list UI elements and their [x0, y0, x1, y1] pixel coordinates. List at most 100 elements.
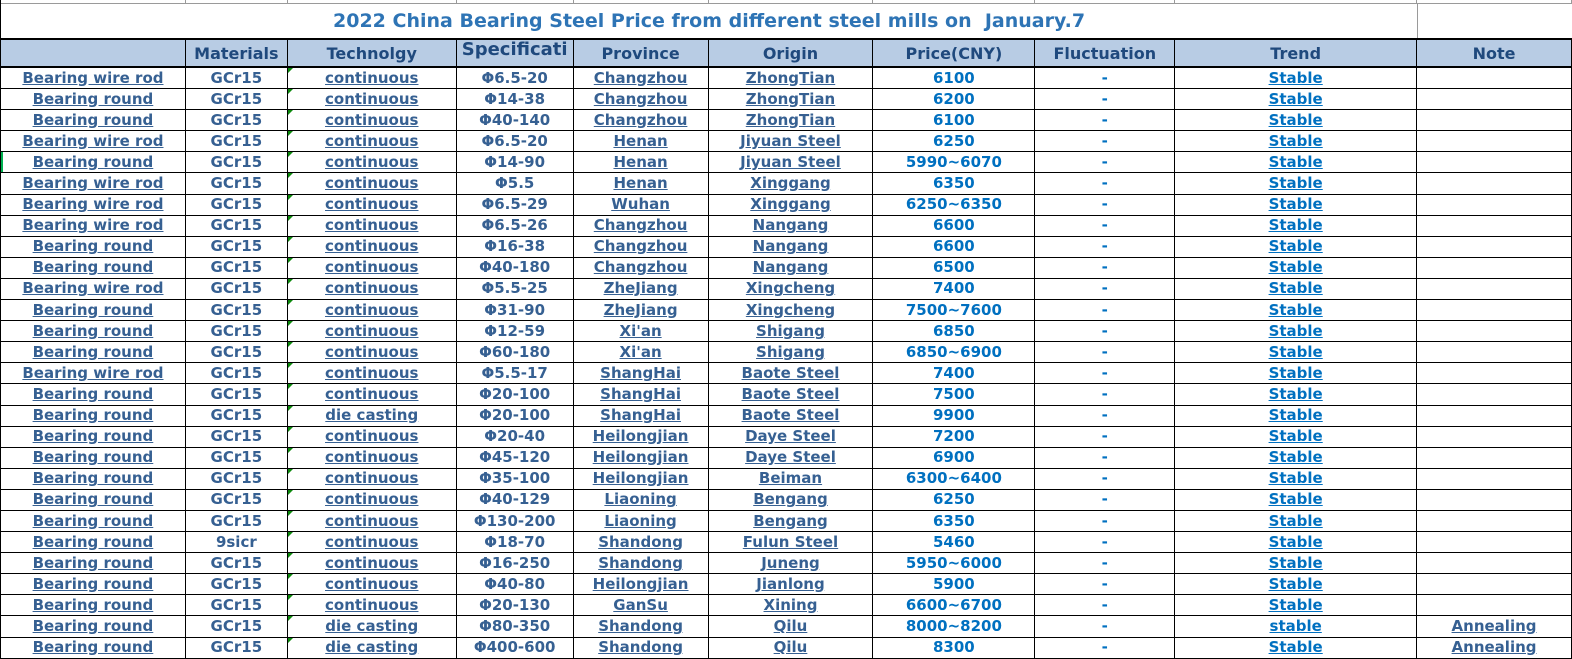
cell-materials[interactable]: 9sicr: [185, 532, 288, 554]
header-cell-materials[interactable]: Materials: [186, 40, 288, 66]
cell-specification[interactable]: Φ14-90: [456, 152, 574, 174]
cell-materials[interactable]: GCr15: [185, 468, 288, 490]
cell-price[interactable]: 6200: [873, 89, 1036, 111]
cell-materials[interactable]: GCr15: [185, 300, 288, 322]
cell-note[interactable]: [1417, 405, 1572, 427]
cell-trend[interactable]: Stable: [1175, 110, 1418, 132]
cell-province[interactable]: Changzhou: [573, 215, 709, 237]
cell-technology[interactable]: continuous: [287, 468, 457, 490]
cell-materials[interactable]: GCr15: [185, 405, 288, 427]
header-cell-technology[interactable]: Technolgy: [288, 40, 457, 66]
cell-technology[interactable]: die casting: [287, 405, 457, 427]
cell-note[interactable]: [1417, 257, 1572, 279]
cell-note[interactable]: [1417, 384, 1572, 406]
cell-product[interactable]: Bearing round: [1, 616, 186, 638]
cell-origin[interactable]: Nangang: [708, 236, 874, 258]
cell-note[interactable]: [1417, 89, 1572, 111]
cell-origin[interactable]: Jiyuan Steel: [708, 131, 874, 153]
cell-origin[interactable]: Bengang: [708, 510, 874, 533]
cell-fluctuation[interactable]: -: [1035, 68, 1176, 90]
cell-technology[interactable]: continuous: [287, 152, 457, 174]
cell-price[interactable]: 6850: [873, 321, 1036, 343]
cell-materials[interactable]: GCr15: [185, 257, 288, 279]
cell-fluctuation[interactable]: -: [1035, 110, 1176, 132]
cell-price[interactable]: 6100: [873, 68, 1036, 90]
cell-trend[interactable]: Stable: [1175, 321, 1418, 343]
cell-fluctuation[interactable]: -: [1035, 236, 1176, 258]
cell-price[interactable]: 7400: [873, 278, 1036, 301]
cell-technology[interactable]: continuous: [287, 257, 457, 279]
cell-trend[interactable]: Stable: [1175, 595, 1418, 617]
cell-note[interactable]: [1417, 532, 1572, 554]
cell-province[interactable]: Henan: [573, 152, 709, 174]
cell-origin[interactable]: ZhongTian: [708, 110, 874, 132]
cell-technology[interactable]: continuous: [287, 110, 457, 132]
cell-note[interactable]: [1417, 278, 1572, 301]
cell-trend[interactable]: Stable: [1175, 257, 1418, 279]
cell-trend[interactable]: Stable: [1175, 278, 1418, 301]
cell-product[interactable]: Bearing wire rod: [1, 68, 186, 90]
cell-technology[interactable]: continuous: [287, 131, 457, 153]
cell-specification[interactable]: Φ18-70: [456, 532, 574, 554]
cell-origin[interactable]: Nangang: [708, 215, 874, 237]
cell-technology[interactable]: continuous: [287, 447, 457, 469]
cell-price[interactable]: 6350: [873, 173, 1036, 195]
cell-specification[interactable]: Φ40-180: [456, 257, 574, 279]
cell-product[interactable]: Bearing wire rod: [1, 363, 186, 385]
cell-origin[interactable]: Daye Steel: [708, 426, 874, 448]
header-cell-specification[interactable]: Specificati: [457, 40, 574, 66]
cell-product[interactable]: Bearing wire rod: [1, 194, 186, 216]
cell-origin[interactable]: Jiyuan Steel: [708, 152, 874, 174]
cell-materials[interactable]: GCr15: [185, 426, 288, 448]
cell-specification[interactable]: Φ40-129: [456, 489, 574, 511]
cell-product[interactable]: Bearing wire rod: [1, 278, 186, 301]
cell-province[interactable]: Shandong: [573, 553, 709, 575]
cell-materials[interactable]: GCr15: [185, 89, 288, 111]
cell-specification[interactable]: Φ6.5-26: [456, 215, 574, 237]
cell-materials[interactable]: GCr15: [185, 489, 288, 511]
cell-origin[interactable]: Shigang: [708, 321, 874, 343]
cell-province[interactable]: Changzhou: [573, 110, 709, 132]
cell-materials[interactable]: GCr15: [185, 637, 288, 659]
cell-origin[interactable]: Xingcheng: [708, 278, 874, 301]
cell-specification[interactable]: Φ60-180: [456, 342, 574, 364]
cell-product[interactable]: Bearing round: [1, 637, 186, 659]
cell-fluctuation[interactable]: -: [1035, 89, 1176, 111]
cell-technology[interactable]: continuous: [287, 532, 457, 554]
cell-price[interactable]: 8300: [873, 637, 1036, 659]
cell-note[interactable]: Annealing: [1417, 616, 1572, 638]
cell-materials[interactable]: GCr15: [185, 553, 288, 575]
cell-price[interactable]: 6850~6900: [873, 342, 1036, 364]
cell-specification[interactable]: Φ20-130: [456, 595, 574, 617]
cell-technology[interactable]: continuous: [287, 278, 457, 301]
cell-note[interactable]: [1417, 447, 1572, 469]
cell-technology[interactable]: continuous: [287, 553, 457, 575]
cell-note[interactable]: [1417, 595, 1572, 617]
cell-origin[interactable]: Qilu: [708, 616, 874, 638]
cell-product[interactable]: Bearing round: [1, 553, 186, 575]
cell-specification[interactable]: Φ130-200: [456, 510, 574, 533]
cell-origin[interactable]: Qilu: [708, 637, 874, 659]
cell-origin[interactable]: Xining: [708, 595, 874, 617]
cell-product[interactable]: Bearing round: [1, 384, 186, 406]
cell-province[interactable]: ZheJiang: [573, 278, 709, 301]
cell-note[interactable]: [1417, 68, 1572, 90]
cell-product[interactable]: Bearing round: [1, 321, 186, 343]
cell-specification[interactable]: Φ20-40: [456, 426, 574, 448]
cell-price[interactable]: 7500~7600: [873, 300, 1036, 322]
cell-specification[interactable]: Φ5.5-17: [456, 363, 574, 385]
cell-trend[interactable]: Stable: [1175, 342, 1418, 364]
header-cell-province[interactable]: Province: [574, 40, 709, 66]
cell-origin[interactable]: Daye Steel: [708, 447, 874, 469]
cell-trend[interactable]: Stable: [1175, 131, 1418, 153]
cell-product[interactable]: Bearing round: [1, 595, 186, 617]
cell-origin[interactable]: Jianlong: [708, 574, 874, 596]
cell-price[interactable]: 6250: [873, 489, 1036, 511]
cell-trend[interactable]: Stable: [1175, 300, 1418, 322]
cell-origin[interactable]: Baote Steel: [708, 363, 874, 385]
cell-price[interactable]: 6600: [873, 236, 1036, 258]
cell-province[interactable]: ZheJiang: [573, 300, 709, 322]
cell-materials[interactable]: GCr15: [185, 131, 288, 153]
cell-specification[interactable]: Φ31-90: [456, 300, 574, 322]
cell-product[interactable]: Bearing round: [1, 574, 186, 596]
